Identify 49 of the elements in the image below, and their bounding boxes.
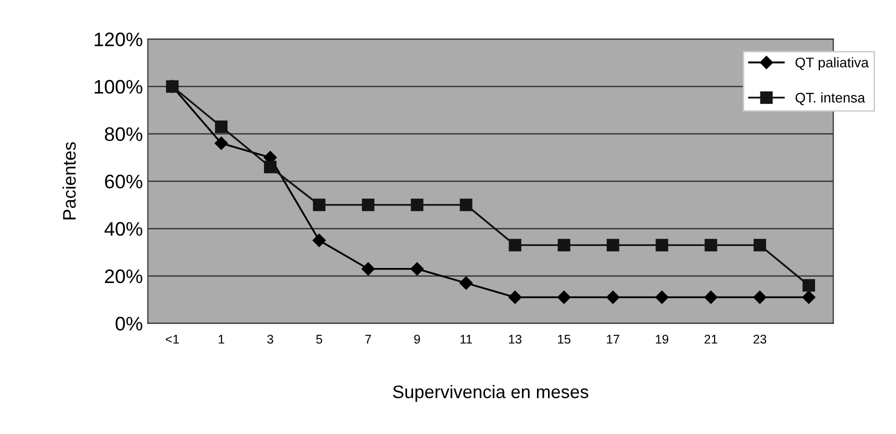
point xyxy=(557,290,571,304)
point xyxy=(606,290,620,304)
y-tick-label: 40% xyxy=(104,222,142,236)
x-tick-label: 11 xyxy=(460,334,472,344)
point xyxy=(802,279,816,292)
point xyxy=(802,290,816,304)
x-tick-label: 5 xyxy=(316,334,322,344)
x-tick-label: 21 xyxy=(704,334,718,344)
point xyxy=(753,290,766,304)
y-axis-title: Pacientes xyxy=(62,142,76,220)
x-tick-label: 19 xyxy=(656,334,668,344)
point xyxy=(606,238,620,252)
legend-label: QT paliativa xyxy=(796,57,869,70)
point xyxy=(312,234,326,248)
x-tick-label: 23 xyxy=(754,334,766,344)
x-tick-label: 3 xyxy=(267,334,274,344)
point xyxy=(655,290,669,304)
y-tick-label: 60% xyxy=(105,174,142,188)
point xyxy=(754,238,766,252)
x-tick-label: 9 xyxy=(414,334,420,344)
point xyxy=(460,198,472,212)
y-tick-label: 100% xyxy=(94,80,142,94)
point xyxy=(704,238,718,252)
legend-label: QT. intensa xyxy=(796,92,866,106)
x-tick-label: 13 xyxy=(509,334,522,344)
x-tick-label: 1 xyxy=(218,334,224,344)
point xyxy=(214,136,228,150)
point xyxy=(558,238,570,252)
x-axis-title: Supervivencia en meses xyxy=(393,384,588,402)
y-tick-label: 120% xyxy=(94,32,142,46)
point xyxy=(215,120,228,133)
point xyxy=(656,238,668,252)
point xyxy=(459,276,473,290)
x-tick-label: <1 xyxy=(166,334,179,344)
y-tick-label: 0% xyxy=(116,316,142,331)
point xyxy=(362,262,375,276)
point xyxy=(508,290,522,304)
point xyxy=(410,198,424,212)
point xyxy=(704,290,718,304)
x-tick-label: 17 xyxy=(606,334,620,344)
point xyxy=(508,238,522,252)
y-tick-label: 80% xyxy=(104,127,142,142)
point xyxy=(264,160,276,174)
point xyxy=(410,262,424,276)
x-tick-label: 15 xyxy=(558,334,570,344)
y-tick-label: 20% xyxy=(105,269,142,284)
point xyxy=(362,198,374,212)
x-tick-label: 7 xyxy=(365,334,372,344)
point xyxy=(312,198,326,212)
